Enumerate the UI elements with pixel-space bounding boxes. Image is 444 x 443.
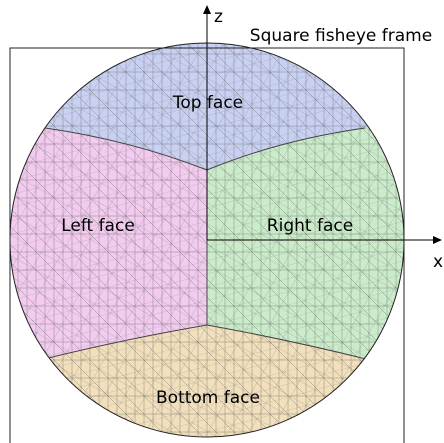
x-label: x	[433, 252, 443, 272]
z-label: z	[214, 7, 223, 27]
top-face-label: Top face	[172, 93, 243, 113]
right-face-label: Right face	[267, 216, 353, 236]
frame-label: Square fisheye frame	[250, 26, 432, 46]
left-face-label: Left face	[61, 216, 135, 236]
bottom-face-label: Bottom face	[156, 388, 260, 408]
x-arrow	[433, 236, 442, 244]
z-arrow	[203, 5, 211, 14]
